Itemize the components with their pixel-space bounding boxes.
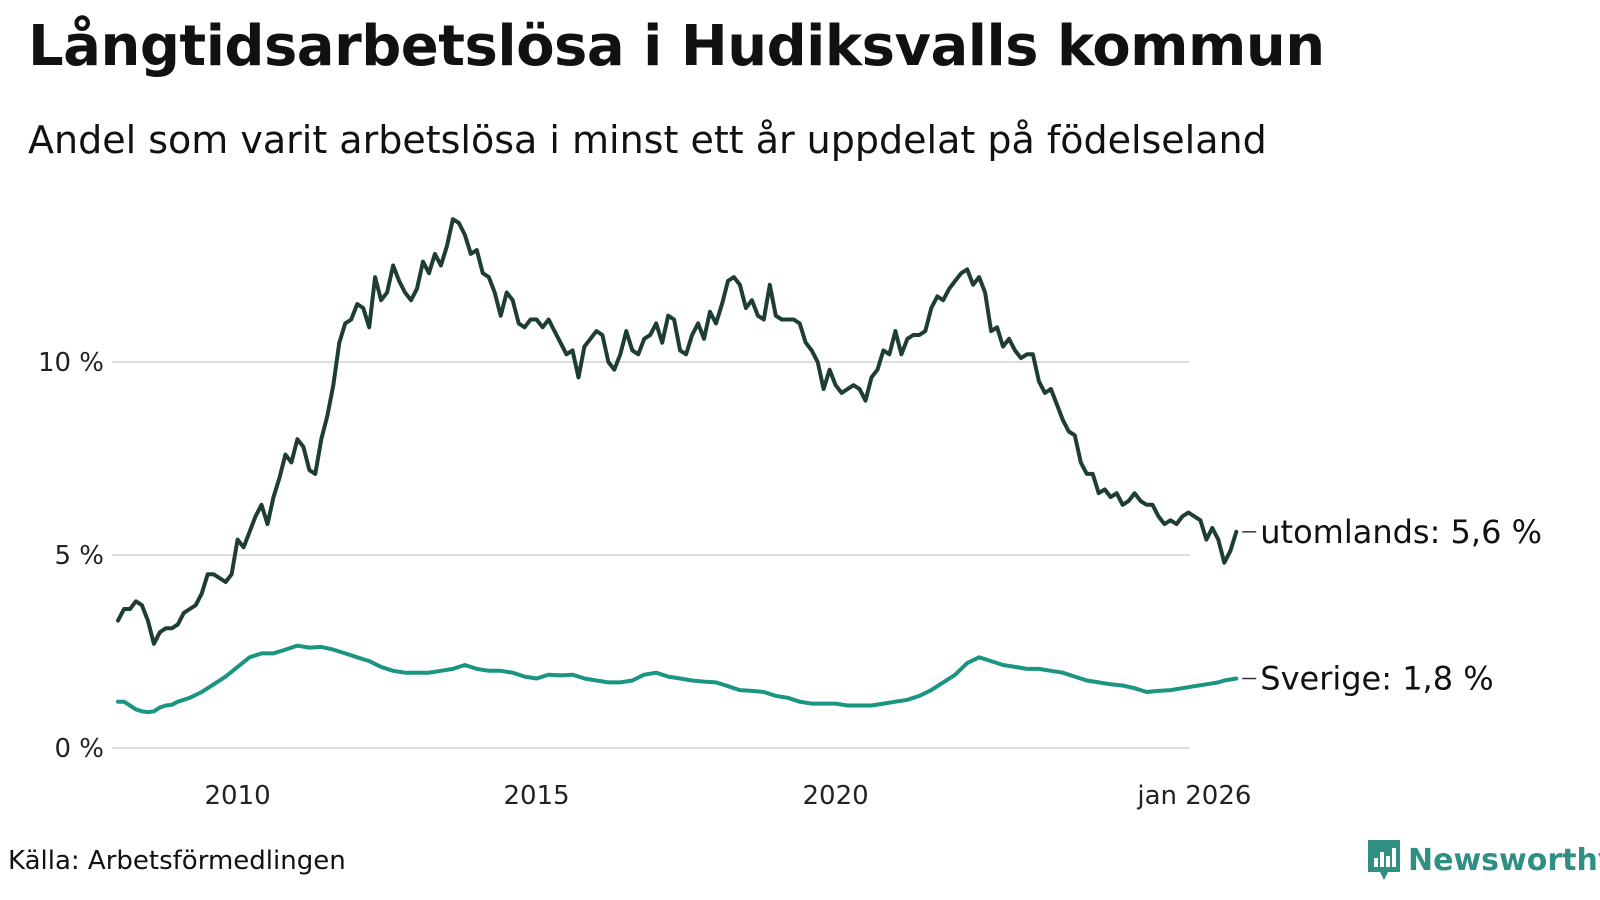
y-tick-label: 0 % <box>54 734 104 764</box>
y-tick-label: 5 % <box>54 541 104 571</box>
series-end-label-sverige: Sverige: 1,8 % <box>1260 660 1493 698</box>
y-tick-label: 10 % <box>38 348 104 378</box>
source-note: Källa: Arbetsförmedlingen <box>8 846 346 876</box>
newsworthy-logo-icon <box>1368 840 1400 880</box>
chart-title: Långtidsarbetslösa i Hudiksvalls kommun <box>28 14 1325 79</box>
x-tick-label: 2010 <box>205 781 271 811</box>
series-line-utomlands <box>116 217 1239 646</box>
x-tick-label: 2020 <box>803 781 869 811</box>
chart-subtitle: Andel som varit arbetslösa i minst ett å… <box>28 118 1267 162</box>
newsworthy-logo-text: Newsworthy <box>1408 842 1600 878</box>
series-lines <box>116 217 1239 715</box>
newsworthy-logo[interactable]: Newsworthy <box>1366 838 1600 882</box>
y-axis-ticks: 0 % 5 % 10 % <box>38 348 104 764</box>
series-line-sverige <box>116 643 1239 715</box>
series-end-labels: utomlands: 5,6 % Sverige: 1,8 % <box>1242 513 1542 698</box>
gridlines <box>112 361 1190 749</box>
series-end-label-utomlands: utomlands: 5,6 % <box>1260 513 1542 551</box>
x-axis-ticks: 2010 2015 2020 jan 2026 <box>205 781 1252 811</box>
x-tick-label: 2015 <box>504 781 570 811</box>
x-tick-label: jan 2026 <box>1136 781 1251 811</box>
